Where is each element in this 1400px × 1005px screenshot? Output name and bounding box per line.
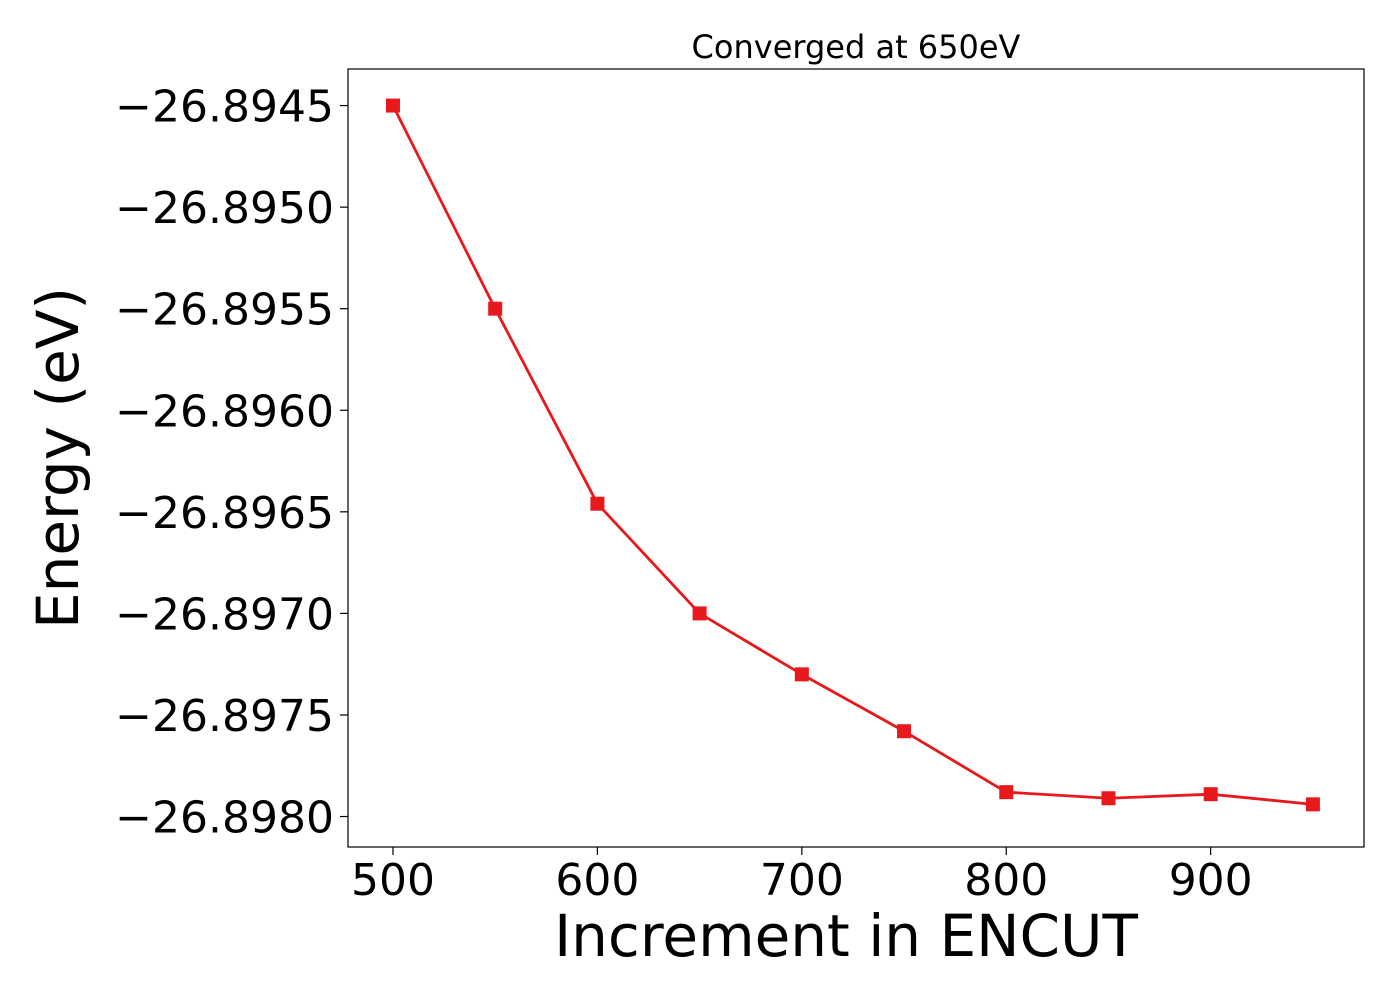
data-point-marker	[999, 785, 1014, 800]
chart-title: Converged at 650eV	[692, 28, 1021, 66]
plot-area-frame	[347, 68, 1365, 848]
x-tick-label: 600	[555, 855, 639, 906]
x-tick-label: 700	[760, 855, 844, 906]
x-tick-label: 800	[964, 855, 1048, 906]
x-axis-title: Increment in ENCUT	[554, 902, 1138, 970]
y-tick-label: −26.8980	[115, 793, 334, 844]
x-tick-label: 500	[351, 855, 435, 906]
x-tick-label: 900	[1169, 855, 1253, 906]
y-axis-title: Energy (eV)	[24, 287, 92, 629]
data-point-marker	[590, 496, 605, 511]
y-tick-label: −26.8960	[115, 386, 334, 437]
data-point-marker	[1305, 797, 1320, 812]
data-point-marker	[1203, 787, 1218, 802]
y-tick-label: −26.8950	[115, 183, 334, 234]
y-tick-label: −26.8965	[115, 488, 334, 539]
series-line	[391, 104, 1314, 806]
y-tick-label: −26.8970	[115, 589, 334, 640]
y-tick-label: −26.8945	[115, 82, 334, 133]
data-point-marker	[1101, 791, 1116, 806]
x-axis: 500 600 700 800 900	[351, 847, 1253, 906]
data-point-marker	[488, 301, 503, 316]
y-tick-label: −26.8955	[115, 285, 334, 336]
y-axis: −26.8945 −26.8950 −26.8955 −26.8960 −26.8965…	[115, 82, 348, 844]
series-layer	[385, 98, 1320, 812]
data-point-marker	[794, 667, 809, 682]
data-point-marker	[385, 98, 400, 113]
data-point-marker	[692, 606, 707, 621]
y-tick-label: −26.8975	[115, 691, 334, 742]
data-point-marker	[897, 724, 912, 739]
